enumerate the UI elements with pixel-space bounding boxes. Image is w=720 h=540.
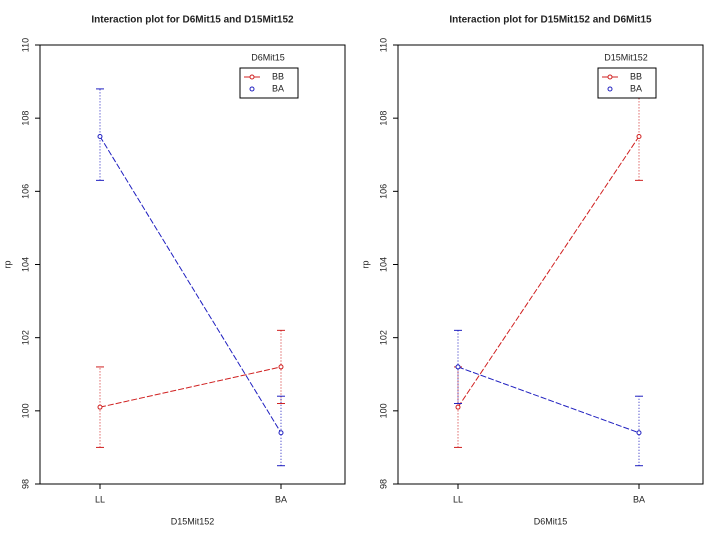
chart-title: Interaction plot for D6Mit15 and D15Mit1… — [91, 15, 294, 26]
legend-label: BA — [630, 83, 642, 93]
legend-label: BA — [272, 83, 284, 93]
y-tick-label: 98 — [378, 479, 388, 489]
y-tick-label: 102 — [20, 330, 30, 345]
legend-box — [239, 67, 299, 99]
point — [97, 133, 103, 139]
legend-title: D6Mit15 — [251, 52, 285, 62]
point — [455, 404, 461, 410]
x-axis-label: D6Mit15 — [534, 516, 568, 526]
series-line — [99, 136, 282, 434]
y-tick-label: 110 — [20, 38, 30, 52]
legend-label: BB — [630, 71, 642, 81]
y-tick-label: 106 — [20, 184, 30, 199]
legend-box — [597, 67, 657, 99]
legend-label: BB — [272, 71, 284, 81]
point — [278, 430, 284, 436]
legend-marker — [607, 74, 613, 80]
y-axis-label: rp — [360, 260, 370, 268]
y-tick-label: 104 — [20, 257, 30, 272]
legend-marker — [249, 86, 255, 92]
y-tick-label: 106 — [378, 184, 388, 199]
y-tick-label: 108 — [378, 111, 388, 126]
point — [278, 364, 284, 370]
x-tick-label: BA — [633, 494, 645, 504]
y-tick-label: 100 — [378, 403, 388, 418]
y-tick-label: 100 — [20, 403, 30, 418]
chart-title: Interaction plot for D15Mit152 and D6Mit… — [449, 15, 652, 26]
y-tick-label: 98 — [20, 479, 30, 489]
plot-frame — [39, 44, 346, 485]
legend-marker — [607, 86, 613, 92]
point — [636, 430, 642, 436]
y-axis-label: rp — [2, 260, 12, 268]
y-tick-label: 102 — [378, 330, 388, 345]
series-line — [457, 136, 640, 408]
x-tick-label: LL — [95, 494, 105, 504]
legend-marker — [249, 74, 255, 80]
x-tick-label: LL — [453, 494, 463, 504]
point — [97, 404, 103, 410]
x-tick-label: BA — [275, 494, 287, 504]
point — [455, 364, 461, 370]
x-axis-label: D15Mit152 — [171, 516, 215, 526]
y-tick-label: 104 — [378, 257, 388, 272]
series-line — [99, 366, 282, 408]
plot-frame — [397, 44, 704, 485]
y-tick-label: 108 — [20, 111, 30, 126]
y-tick-label: 110 — [378, 38, 388, 52]
series-line — [457, 366, 640, 434]
legend-title: D15Mit152 — [604, 52, 648, 62]
point — [636, 133, 642, 139]
